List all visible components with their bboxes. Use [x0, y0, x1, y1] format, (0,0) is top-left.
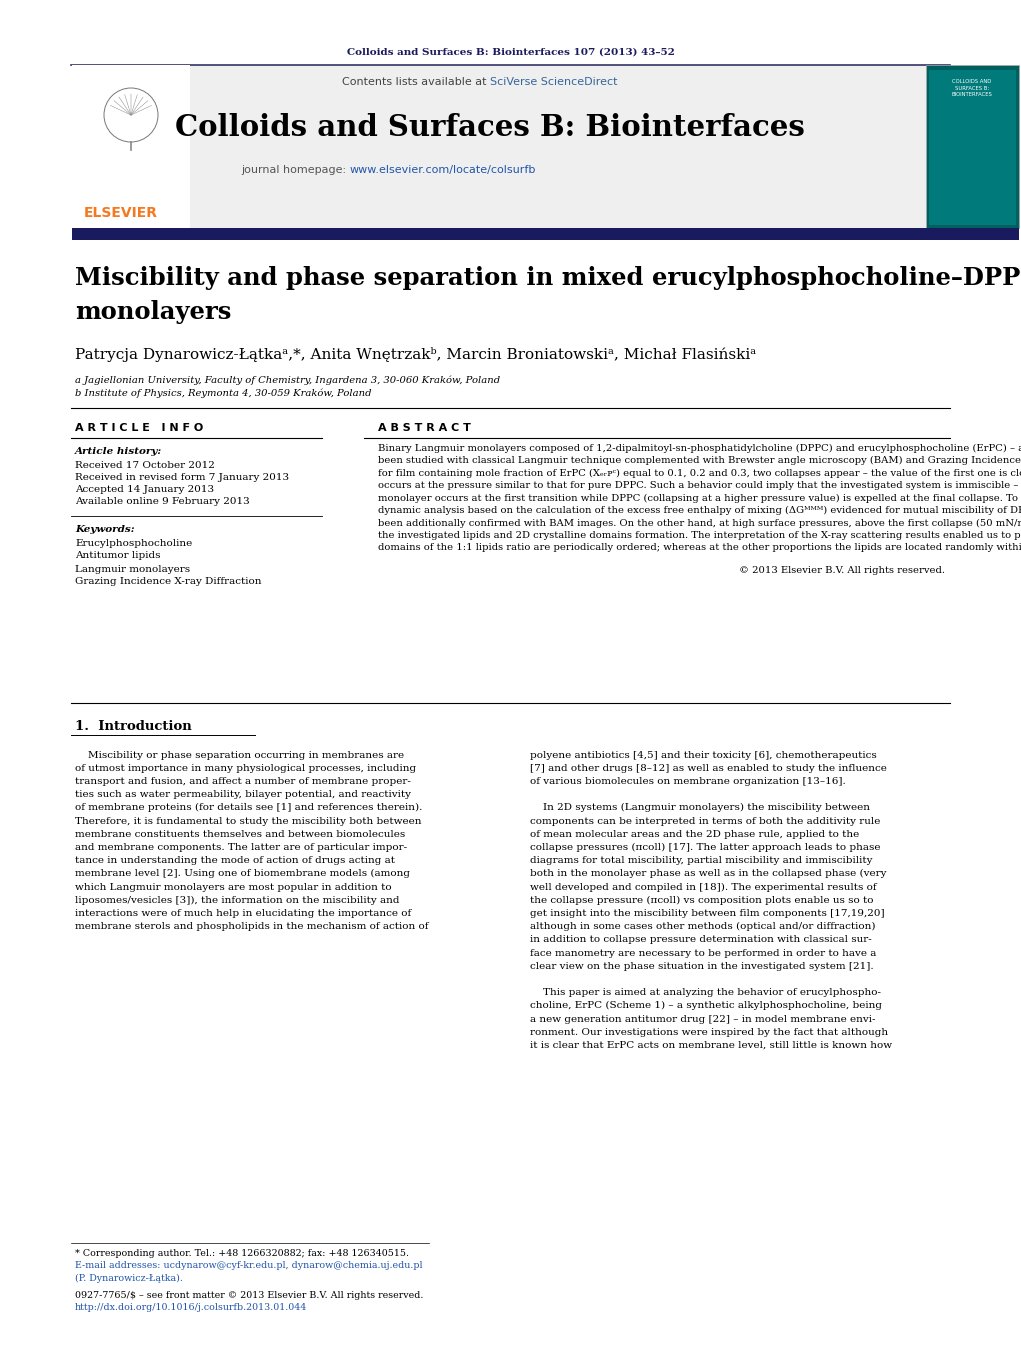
Bar [72, 65, 950, 228]
Text: of utmost importance in many physiological processes, including: of utmost importance in many physiologic… [75, 763, 417, 773]
Text: well developed and compiled in [18]). The experimental results of: well developed and compiled in [18]). Th… [530, 882, 877, 892]
Text: interactions were of much help in elucidating the importance of: interactions were of much help in elucid… [75, 909, 411, 917]
Text: clear view on the phase situation in the investigated system [21].: clear view on the phase situation in the… [530, 962, 874, 971]
Text: in addition to collapse pressure determination with classical sur-: in addition to collapse pressure determi… [530, 935, 872, 944]
Text: Article history:: Article history: [75, 447, 162, 457]
Text: Miscibility and phase separation in mixed erucylphosphocholine–DPPC: Miscibility and phase separation in mixe… [75, 266, 1021, 290]
Text: components can be interpreted in terms of both the additivity rule: components can be interpreted in terms o… [530, 816, 880, 825]
Text: [7] and other drugs [8–12] as well as enabled to study the influence: [7] and other drugs [8–12] as well as en… [530, 763, 887, 773]
Text: domains of the 1:1 lipids ratio are periodically ordered; whereas at the other p: domains of the 1:1 lipids ratio are peri… [378, 543, 1021, 553]
Text: of various biomolecules on membrane organization [13–16].: of various biomolecules on membrane orga… [530, 777, 845, 786]
Text: and membrane components. The latter are of particular impor-: and membrane components. The latter are … [75, 843, 407, 852]
Text: of mean molecular areas and the 2D phase rule, applied to the: of mean molecular areas and the 2D phase… [530, 830, 860, 839]
Text: 1.  Introduction: 1. Introduction [75, 720, 192, 734]
Text: Received 17 October 2012: Received 17 October 2012 [75, 461, 214, 470]
Text: Patrycja Dynarowicz-Łątkaᵃ,*, Anita Wnętrzakᵇ, Marcin Broniatowskiᵃ, Michał Flas: Patrycja Dynarowicz-Łątkaᵃ,*, Anita Wnęt… [75, 347, 757, 362]
Text: Antitumor lipids: Antitumor lipids [75, 551, 160, 561]
Text: © 2013 Elsevier B.V. All rights reserved.: © 2013 Elsevier B.V. All rights reserved… [739, 566, 945, 576]
Text: SciVerse ScienceDirect: SciVerse ScienceDirect [490, 77, 618, 86]
Text: of membrane proteins (for details see [1] and references therein).: of membrane proteins (for details see [1… [75, 804, 423, 812]
Text: occurs at the pressure similar to that for pure DPPC. Such a behavior could impl: occurs at the pressure similar to that f… [378, 481, 1021, 490]
Text: Miscibility or phase separation occurring in membranes are: Miscibility or phase separation occurrin… [75, 751, 404, 759]
Text: COLLOIDS AND
SURFACES B:
BIOINTERFACES: COLLOIDS AND SURFACES B: BIOINTERFACES [952, 80, 992, 97]
Text: Available online 9 February 2013: Available online 9 February 2013 [75, 497, 250, 505]
Text: This paper is aimed at analyzing the behavior of erucylphospho-: This paper is aimed at analyzing the beh… [530, 988, 881, 997]
Text: choline, ErPC (Scheme 1) – a synthetic alkylphosphocholine, being: choline, ErPC (Scheme 1) – a synthetic a… [530, 1001, 882, 1011]
Text: Accepted 14 January 2013: Accepted 14 January 2013 [75, 485, 214, 493]
Text: (P. Dynarowicz-Łątka).: (P. Dynarowicz-Łątka). [75, 1274, 183, 1282]
Text: liposomes/vesicles [3]), the information on the miscibility and: liposomes/vesicles [3]), the information… [75, 896, 399, 905]
Text: face manometry are necessary to be performed in order to have a: face manometry are necessary to be perfo… [530, 948, 876, 958]
Text: monolayers: monolayers [75, 300, 232, 324]
Text: transport and fusion, and affect a number of membrane proper-: transport and fusion, and affect a numbe… [75, 777, 410, 786]
Text: Contents lists available at: Contents lists available at [342, 77, 490, 86]
Text: A R T I C L E   I N F O: A R T I C L E I N F O [75, 423, 203, 434]
Text: Erucylphosphocholine: Erucylphosphocholine [75, 539, 192, 547]
Text: membrane sterols and phospholipids in the mechanism of action of: membrane sterols and phospholipids in th… [75, 923, 429, 931]
Text: for film containing mole fraction of ErPC (Xₑᵣᴘᶜ) equal to 0.1, 0.2 and 0.3, two: for film containing mole fraction of ErP… [378, 469, 1021, 477]
Bar [72, 228, 1019, 240]
Text: diagrams for total miscibility, partial miscibility and immiscibility: diagrams for total miscibility, partial … [530, 857, 873, 865]
Text: Colloids and Surfaces B: Biointerfaces 107 (2013) 43–52: Colloids and Surfaces B: Biointerfaces 1… [347, 47, 675, 57]
Text: Binary Langmuir monolayers composed of 1,2-dipalmitoyl-sn-phosphatidylcholine (D: Binary Langmuir monolayers composed of 1… [378, 443, 1021, 453]
Text: polyene antibiotics [4,5] and their toxicity [6], chemotherapeutics: polyene antibiotics [4,5] and their toxi… [530, 751, 877, 759]
Text: collapse pressures (πcoll) [17]. The latter approach leads to phase: collapse pressures (πcoll) [17]. The lat… [530, 843, 880, 852]
Text: Grazing Incidence X-ray Diffraction: Grazing Incidence X-ray Diffraction [75, 577, 261, 586]
Text: Therefore, it is fundamental to study the miscibility both between: Therefore, it is fundamental to study th… [75, 816, 422, 825]
Text: been studied with classical Langmuir technique complemented with Brewster angle : been studied with classical Langmuir tec… [378, 455, 1021, 465]
Text: Received in revised form 7 January 2013: Received in revised form 7 January 2013 [75, 473, 289, 481]
Text: get insight into the miscibility between film components [17,19,20]: get insight into the miscibility between… [530, 909, 884, 917]
Text: b Institute of Physics, Reymonta 4, 30-059 Kraków, Poland: b Institute of Physics, Reymonta 4, 30-0… [75, 388, 372, 397]
Bar [929, 70, 1016, 226]
Text: In 2D systems (Langmuir monolayers) the miscibility between: In 2D systems (Langmuir monolayers) the … [530, 804, 870, 812]
Text: a new generation antitumor drug [22] – in model membrane envi-: a new generation antitumor drug [22] – i… [530, 1015, 875, 1024]
Text: both in the monolayer phase as well as in the collapsed phase (very: both in the monolayer phase as well as i… [530, 869, 886, 878]
Text: http://dx.doi.org/10.1016/j.colsurfb.2013.01.044: http://dx.doi.org/10.1016/j.colsurfb.201… [75, 1304, 307, 1313]
Text: journal homepage:: journal homepage: [241, 165, 350, 176]
Text: monolayer occurs at the first transition while DPPC (collapsing at a higher pres: monolayer occurs at the first transition… [378, 493, 1021, 503]
Text: tance in understanding the mode of action of drugs acting at: tance in understanding the mode of actio… [75, 857, 395, 865]
Text: it is clear that ErPC acts on membrane level, still little is known how: it is clear that ErPC acts on membrane l… [530, 1040, 892, 1050]
Text: the investigated lipids and 2D crystalline domains formation. The interpretation: the investigated lipids and 2D crystalli… [378, 531, 1021, 540]
Text: a Jagiellonian University, Faculty of Chemistry, Ingardena 3, 30-060 Kraków, Pol: a Jagiellonian University, Faculty of Ch… [75, 376, 500, 385]
Text: ronment. Our investigations were inspired by the fact that although: ronment. Our investigations were inspire… [530, 1028, 888, 1036]
Text: ELSEVIER: ELSEVIER [84, 205, 158, 220]
Bar [72, 65, 190, 228]
Text: Langmuir monolayers: Langmuir monolayers [75, 565, 190, 574]
Text: E-mail addresses: ucdynarow@cyf-kr.edu.pl, dynarow@chemia.uj.edu.pl: E-mail addresses: ucdynarow@cyf-kr.edu.p… [75, 1262, 423, 1270]
Text: membrane constituents themselves and between biomolecules: membrane constituents themselves and bet… [75, 830, 405, 839]
Text: dynamic analysis based on the calculation of the excess free enthalpy of mixing : dynamic analysis based on the calculatio… [378, 505, 1021, 515]
Text: although in some cases other methods (optical and/or diffraction): although in some cases other methods (op… [530, 921, 875, 931]
Text: Keywords:: Keywords: [75, 526, 135, 535]
Text: * Corresponding author. Tel.: +48 1266320882; fax: +48 126340515.: * Corresponding author. Tel.: +48 126632… [75, 1250, 409, 1259]
Text: A B S T R A C T: A B S T R A C T [378, 423, 471, 434]
Text: the collapse pressure (πcoll) vs composition plots enable us so to: the collapse pressure (πcoll) vs composi… [530, 896, 874, 905]
Bar [926, 65, 1019, 228]
Text: Colloids and Surfaces B: Biointerfaces: Colloids and Surfaces B: Biointerfaces [175, 113, 805, 142]
Text: membrane level [2]. Using one of biomembrane models (among: membrane level [2]. Using one of biomemb… [75, 869, 410, 878]
Text: ties such as water permeability, bilayer potential, and reactivity: ties such as water permeability, bilayer… [75, 790, 411, 798]
Text: www.elsevier.com/locate/colsurfb: www.elsevier.com/locate/colsurfb [350, 165, 536, 176]
Text: been additionally confirmed with BAM images. On the other hand, at high surface : been additionally confirmed with BAM ima… [378, 519, 1021, 527]
Text: which Langmuir monolayers are most popular in addition to: which Langmuir monolayers are most popul… [75, 882, 392, 892]
Text: 0927-7765/$ – see front matter © 2013 Elsevier B.V. All rights reserved.: 0927-7765/$ – see front matter © 2013 El… [75, 1292, 424, 1301]
